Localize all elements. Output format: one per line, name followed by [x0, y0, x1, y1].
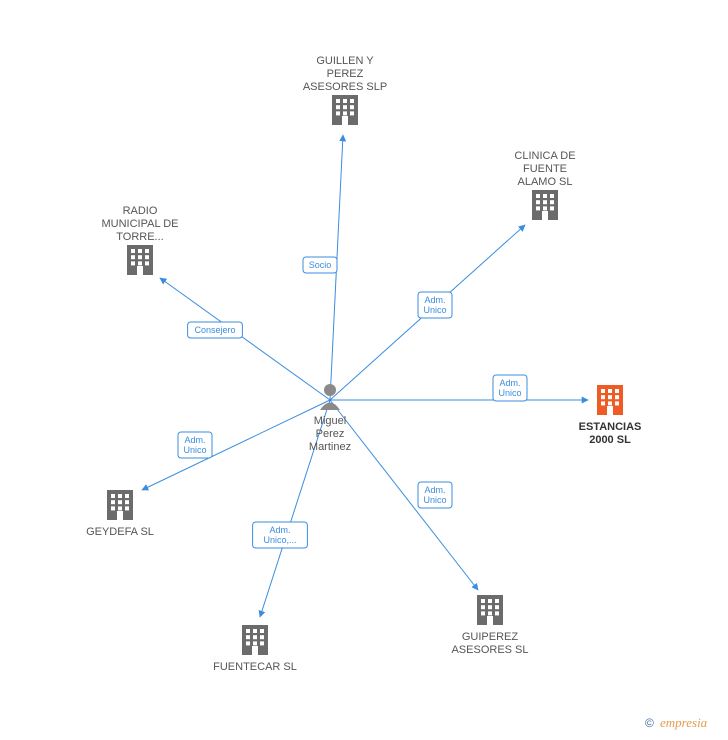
edge-geydefa: Adm.Unico — [142, 400, 330, 490]
edge-label-text: Adm. — [184, 435, 205, 445]
edge-label-text: Adm. — [499, 378, 520, 388]
edge-radio: Consejero — [160, 278, 330, 400]
edge-guiperez: Adm.Unico — [330, 400, 478, 590]
svg-text:empresia: empresia — [660, 715, 708, 730]
network-graph: SocioAdm.UnicoAdm.UnicoAdm.UnicoAdm.Unic… — [0, 0, 728, 740]
edge-estancias: Adm.Unico — [330, 375, 588, 401]
center-node: MiguelPerezMartinez — [309, 384, 351, 453]
node-label: ALAMO SL — [517, 176, 572, 188]
edge-label-text: Consejero — [194, 325, 235, 335]
edge-label-text: Unico — [423, 305, 446, 315]
node-label: GUILLEN Y — [316, 55, 374, 67]
node-label: ASESORES SL — [451, 644, 528, 656]
edge-label-text: Unico — [423, 495, 446, 505]
node-label: GUIPEREZ — [462, 631, 519, 643]
node-guiperez: GUIPEREZASESORES SL — [451, 595, 528, 656]
node-label: TORRE... — [116, 231, 163, 243]
node-label: 2000 SL — [589, 434, 631, 446]
edge-clinica: Adm.Unico — [330, 225, 525, 400]
edge-label-text: Socio — [309, 260, 332, 270]
node-radio: RADIOMUNICIPAL DETORRE... — [101, 205, 178, 275]
svg-text:©: © — [645, 716, 654, 730]
center-label: Martinez — [309, 441, 351, 453]
node-label: RADIO — [123, 205, 158, 217]
edge-label-text: Adm. — [424, 295, 445, 305]
center-label: Perez — [316, 428, 345, 440]
node-estancias: ESTANCIAS2000 SL — [579, 385, 642, 446]
node-clinica: CLINICA DEFUENTEALAMO SL — [514, 150, 575, 220]
edge-label-text: Adm. — [424, 485, 445, 495]
node-label: ESTANCIAS — [579, 421, 642, 433]
node-label: GEYDEFA SL — [86, 526, 154, 538]
edge-label-text: Unico — [498, 388, 521, 398]
watermark: © empresia — [645, 715, 708, 730]
node-label: CLINICA DE — [514, 150, 575, 162]
node-guillen: GUILLEN YPEREZASESORES SLP — [303, 55, 387, 125]
node-label: ASESORES SLP — [303, 81, 387, 93]
edge-guillen: Socio — [303, 135, 343, 400]
edge-label-text: Unico,... — [263, 535, 296, 545]
node-fuentecar: FUENTECAR SL — [213, 625, 297, 673]
center-label: Miguel — [314, 415, 346, 427]
edge-label-text: Adm. — [269, 525, 290, 535]
node-label: FUENTE — [523, 163, 567, 175]
node-geydefa: GEYDEFA SL — [86, 490, 154, 538]
node-label: FUENTECAR SL — [213, 661, 297, 673]
node-label: PEREZ — [327, 68, 364, 80]
edge-label-text: Unico — [183, 445, 206, 455]
node-label: MUNICIPAL DE — [101, 218, 178, 230]
